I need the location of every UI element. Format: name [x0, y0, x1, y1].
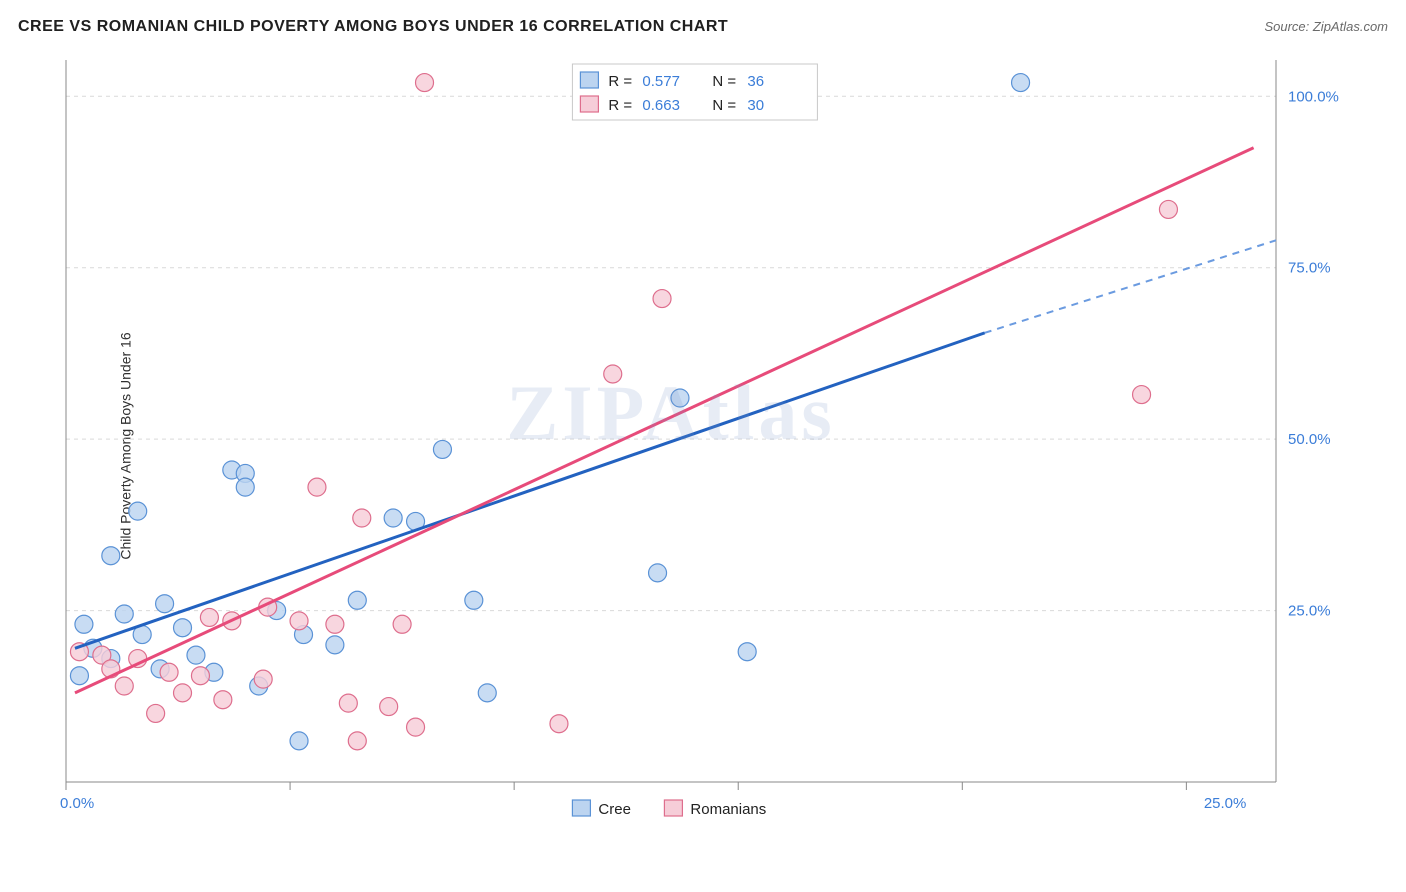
- watermark: ZIPAtlas: [506, 369, 836, 456]
- scatter-plot-svg: ZIPAtlas 25.0% 50.0% 75.0% 100.0% 0.0% 25.0% R …: [56, 52, 1346, 822]
- data-point: [653, 290, 671, 308]
- legend-swatch: [580, 72, 598, 88]
- data-point: [308, 478, 326, 496]
- data-point: [380, 698, 398, 716]
- data-point: [70, 667, 88, 685]
- data-point: [348, 732, 366, 750]
- data-point: [465, 591, 483, 609]
- data-point: [339, 694, 357, 712]
- data-point: [187, 646, 205, 664]
- data-point: [1159, 200, 1177, 218]
- y-tick-label: 25.0%: [1288, 603, 1331, 620]
- legend-label: Romanians: [690, 801, 766, 818]
- data-point: [433, 440, 451, 458]
- data-point: [160, 663, 178, 681]
- data-point: [478, 684, 496, 702]
- corr-n-value: 36: [747, 73, 764, 90]
- data-point: [115, 677, 133, 695]
- corr-r-value: 0.663: [642, 97, 680, 114]
- data-point: [129, 502, 147, 520]
- data-point: [326, 615, 344, 633]
- data-point: [348, 591, 366, 609]
- corr-r-value: 0.577: [642, 73, 680, 90]
- data-point: [384, 509, 402, 527]
- data-point: [200, 608, 218, 626]
- chart-container: CREE VS ROMANIAN CHILD POVERTY AMONG BOY…: [0, 0, 1406, 892]
- data-point: [738, 643, 756, 661]
- plot-area: ZIPAtlas 25.0% 50.0% 75.0% 100.0% 0.0% 25.0% R …: [56, 52, 1346, 822]
- data-point: [290, 732, 308, 750]
- trend-line-extrapolated: [985, 240, 1276, 333]
- data-point: [102, 547, 120, 565]
- data-point: [1012, 74, 1030, 92]
- data-point: [326, 636, 344, 654]
- data-point: [156, 595, 174, 613]
- data-point: [75, 615, 93, 633]
- corr-n-label: N =: [712, 97, 736, 114]
- legend-label: Cree: [598, 801, 631, 818]
- legend-swatch: [572, 800, 590, 816]
- data-point: [649, 564, 667, 582]
- data-point: [236, 478, 254, 496]
- correlation-box: R = 0.577 N = 36 R = 0.663 N = 30: [572, 64, 817, 120]
- title-bar: CREE VS ROMANIAN CHILD POVERTY AMONG BOY…: [18, 18, 1388, 36]
- data-point: [407, 718, 425, 736]
- y-tick-label: 75.0%: [1288, 260, 1331, 277]
- data-point: [1133, 386, 1151, 404]
- data-point: [290, 612, 308, 630]
- data-point: [174, 619, 192, 637]
- data-point: [353, 509, 371, 527]
- y-tick-label: 50.0%: [1288, 431, 1331, 448]
- chart-title: CREE VS ROMANIAN CHILD POVERTY AMONG BOY…: [18, 18, 728, 36]
- data-point: [393, 615, 411, 633]
- legend-bottom: Cree Romanians: [572, 800, 766, 818]
- corr-n-value: 30: [747, 97, 764, 114]
- data-point: [174, 684, 192, 702]
- corr-n-label: N =: [712, 73, 736, 90]
- legend-swatch: [664, 800, 682, 816]
- data-point: [115, 605, 133, 623]
- data-point: [550, 715, 568, 733]
- legend-swatch: [580, 96, 598, 112]
- source-attribution: Source: ZipAtlas.com: [1264, 19, 1388, 34]
- data-point: [147, 704, 165, 722]
- x-tick-label: 25.0%: [1204, 795, 1247, 812]
- data-point: [254, 670, 272, 688]
- corr-r-label: R =: [608, 97, 632, 114]
- corr-r-label: R =: [608, 73, 632, 90]
- x-tick-label: 0.0%: [60, 795, 94, 812]
- data-point: [214, 691, 232, 709]
- data-point: [191, 667, 209, 685]
- y-tick-label: 100.0%: [1288, 88, 1339, 105]
- data-point: [416, 74, 434, 92]
